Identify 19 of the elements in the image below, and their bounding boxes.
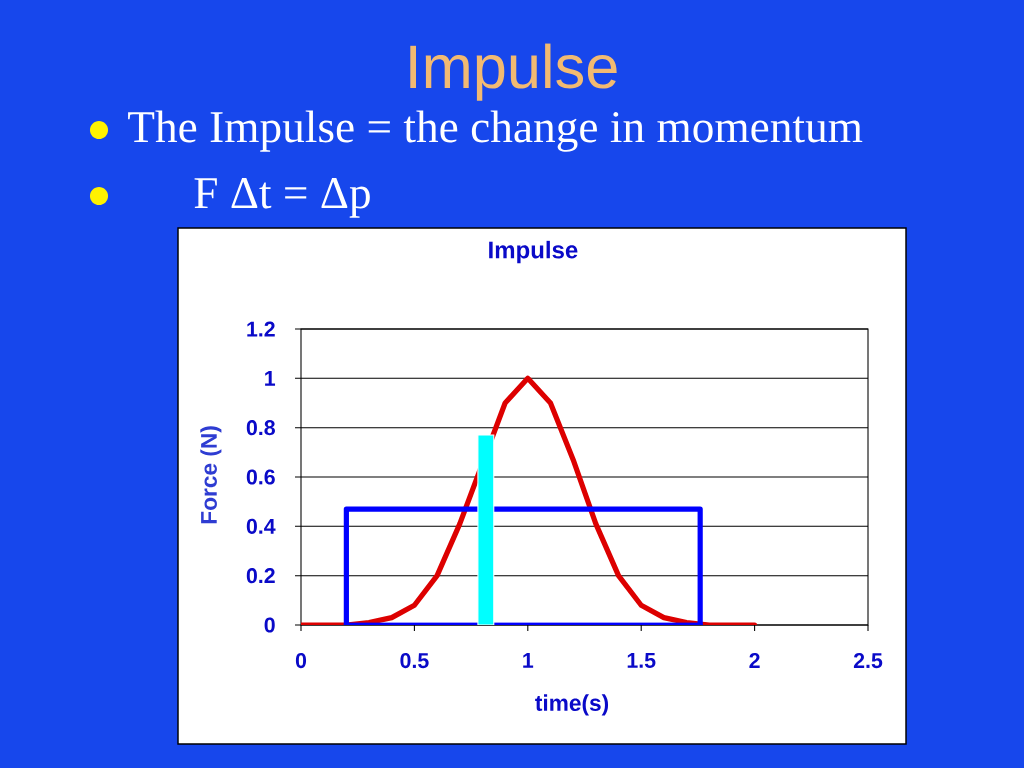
x-tick-label: 2.5	[853, 653, 883, 669]
text: Impulse	[410, 43, 617, 101]
x-tick-label: 1	[523, 653, 534, 668]
y-tick-label: 1	[265, 370, 276, 386]
y-tick-label: 0.4	[246, 518, 276, 534]
x-tick-label: 0.5	[400, 653, 429, 669]
text: F Δt = Δp	[194, 178, 370, 218]
chart-title: Impulse	[489, 240, 578, 264]
y-tick-label: 0.2	[246, 568, 275, 584]
y-tick-label: 0	[264, 617, 275, 633]
y-tick-label: 0.8	[246, 420, 275, 436]
x-axis-title: time(s)	[535, 694, 609, 716]
y-tick-label: 1.2	[247, 321, 275, 337]
y-axis-title: Force (N)	[200, 426, 222, 524]
x-tick-label: 1.5	[627, 653, 656, 668]
x-tick-label: 0	[295, 653, 307, 669]
y-tick-label: 0.6	[246, 469, 275, 485]
x-tick-label: 2	[749, 653, 760, 668]
text: The Impulse = the change in momentum	[128, 110, 863, 152]
